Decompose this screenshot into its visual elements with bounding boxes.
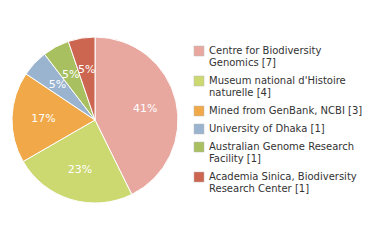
legend-swatch [194, 124, 204, 134]
legend-item: University of Dhaka [1] [194, 123, 325, 134]
legend-label: Mined from GenBank, NCBI [3] [209, 105, 362, 116]
data-label: 5% [62, 68, 79, 81]
legend-swatch [194, 46, 204, 56]
legend-item: Mined from GenBank, NCBI [3] [194, 105, 362, 116]
legend-swatch [194, 142, 204, 152]
legend-swatch [194, 172, 204, 182]
legend-item: Australian Genome ResearchFacility [1] [194, 141, 354, 164]
pie: 41%23%17%5%5%5% [12, 37, 178, 203]
chart: 41%23%17%5%5%5%Centre for BiodiversityGe… [0, 0, 380, 240]
legend-label: Centre for BiodiversityGenomics [7] [209, 45, 322, 68]
legend-label: Australian Genome ResearchFacility [1] [209, 141, 354, 164]
legend-label: University of Dhaka [1] [209, 123, 325, 134]
legend-label: Academia Sinica, BiodiversityResearch Ce… [209, 171, 357, 194]
legend-swatch [194, 76, 204, 86]
legend-label: Museum national d'Histoirenaturelle [4] [209, 75, 346, 98]
legend-swatch [194, 106, 204, 116]
legend: Centre for BiodiversityGenomics [7] Museu… [194, 45, 362, 194]
legend-item: Academia Sinica, BiodiversityResearch Ce… [194, 171, 357, 194]
data-label: 41% [133, 102, 157, 115]
legend-item: Centre for BiodiversityGenomics [7] [194, 45, 322, 68]
data-label: 23% [68, 163, 92, 176]
data-label: 17% [31, 112, 55, 125]
legend-item: Museum national d'Histoirenaturelle [4] [194, 75, 346, 98]
data-label: 5% [78, 63, 95, 76]
